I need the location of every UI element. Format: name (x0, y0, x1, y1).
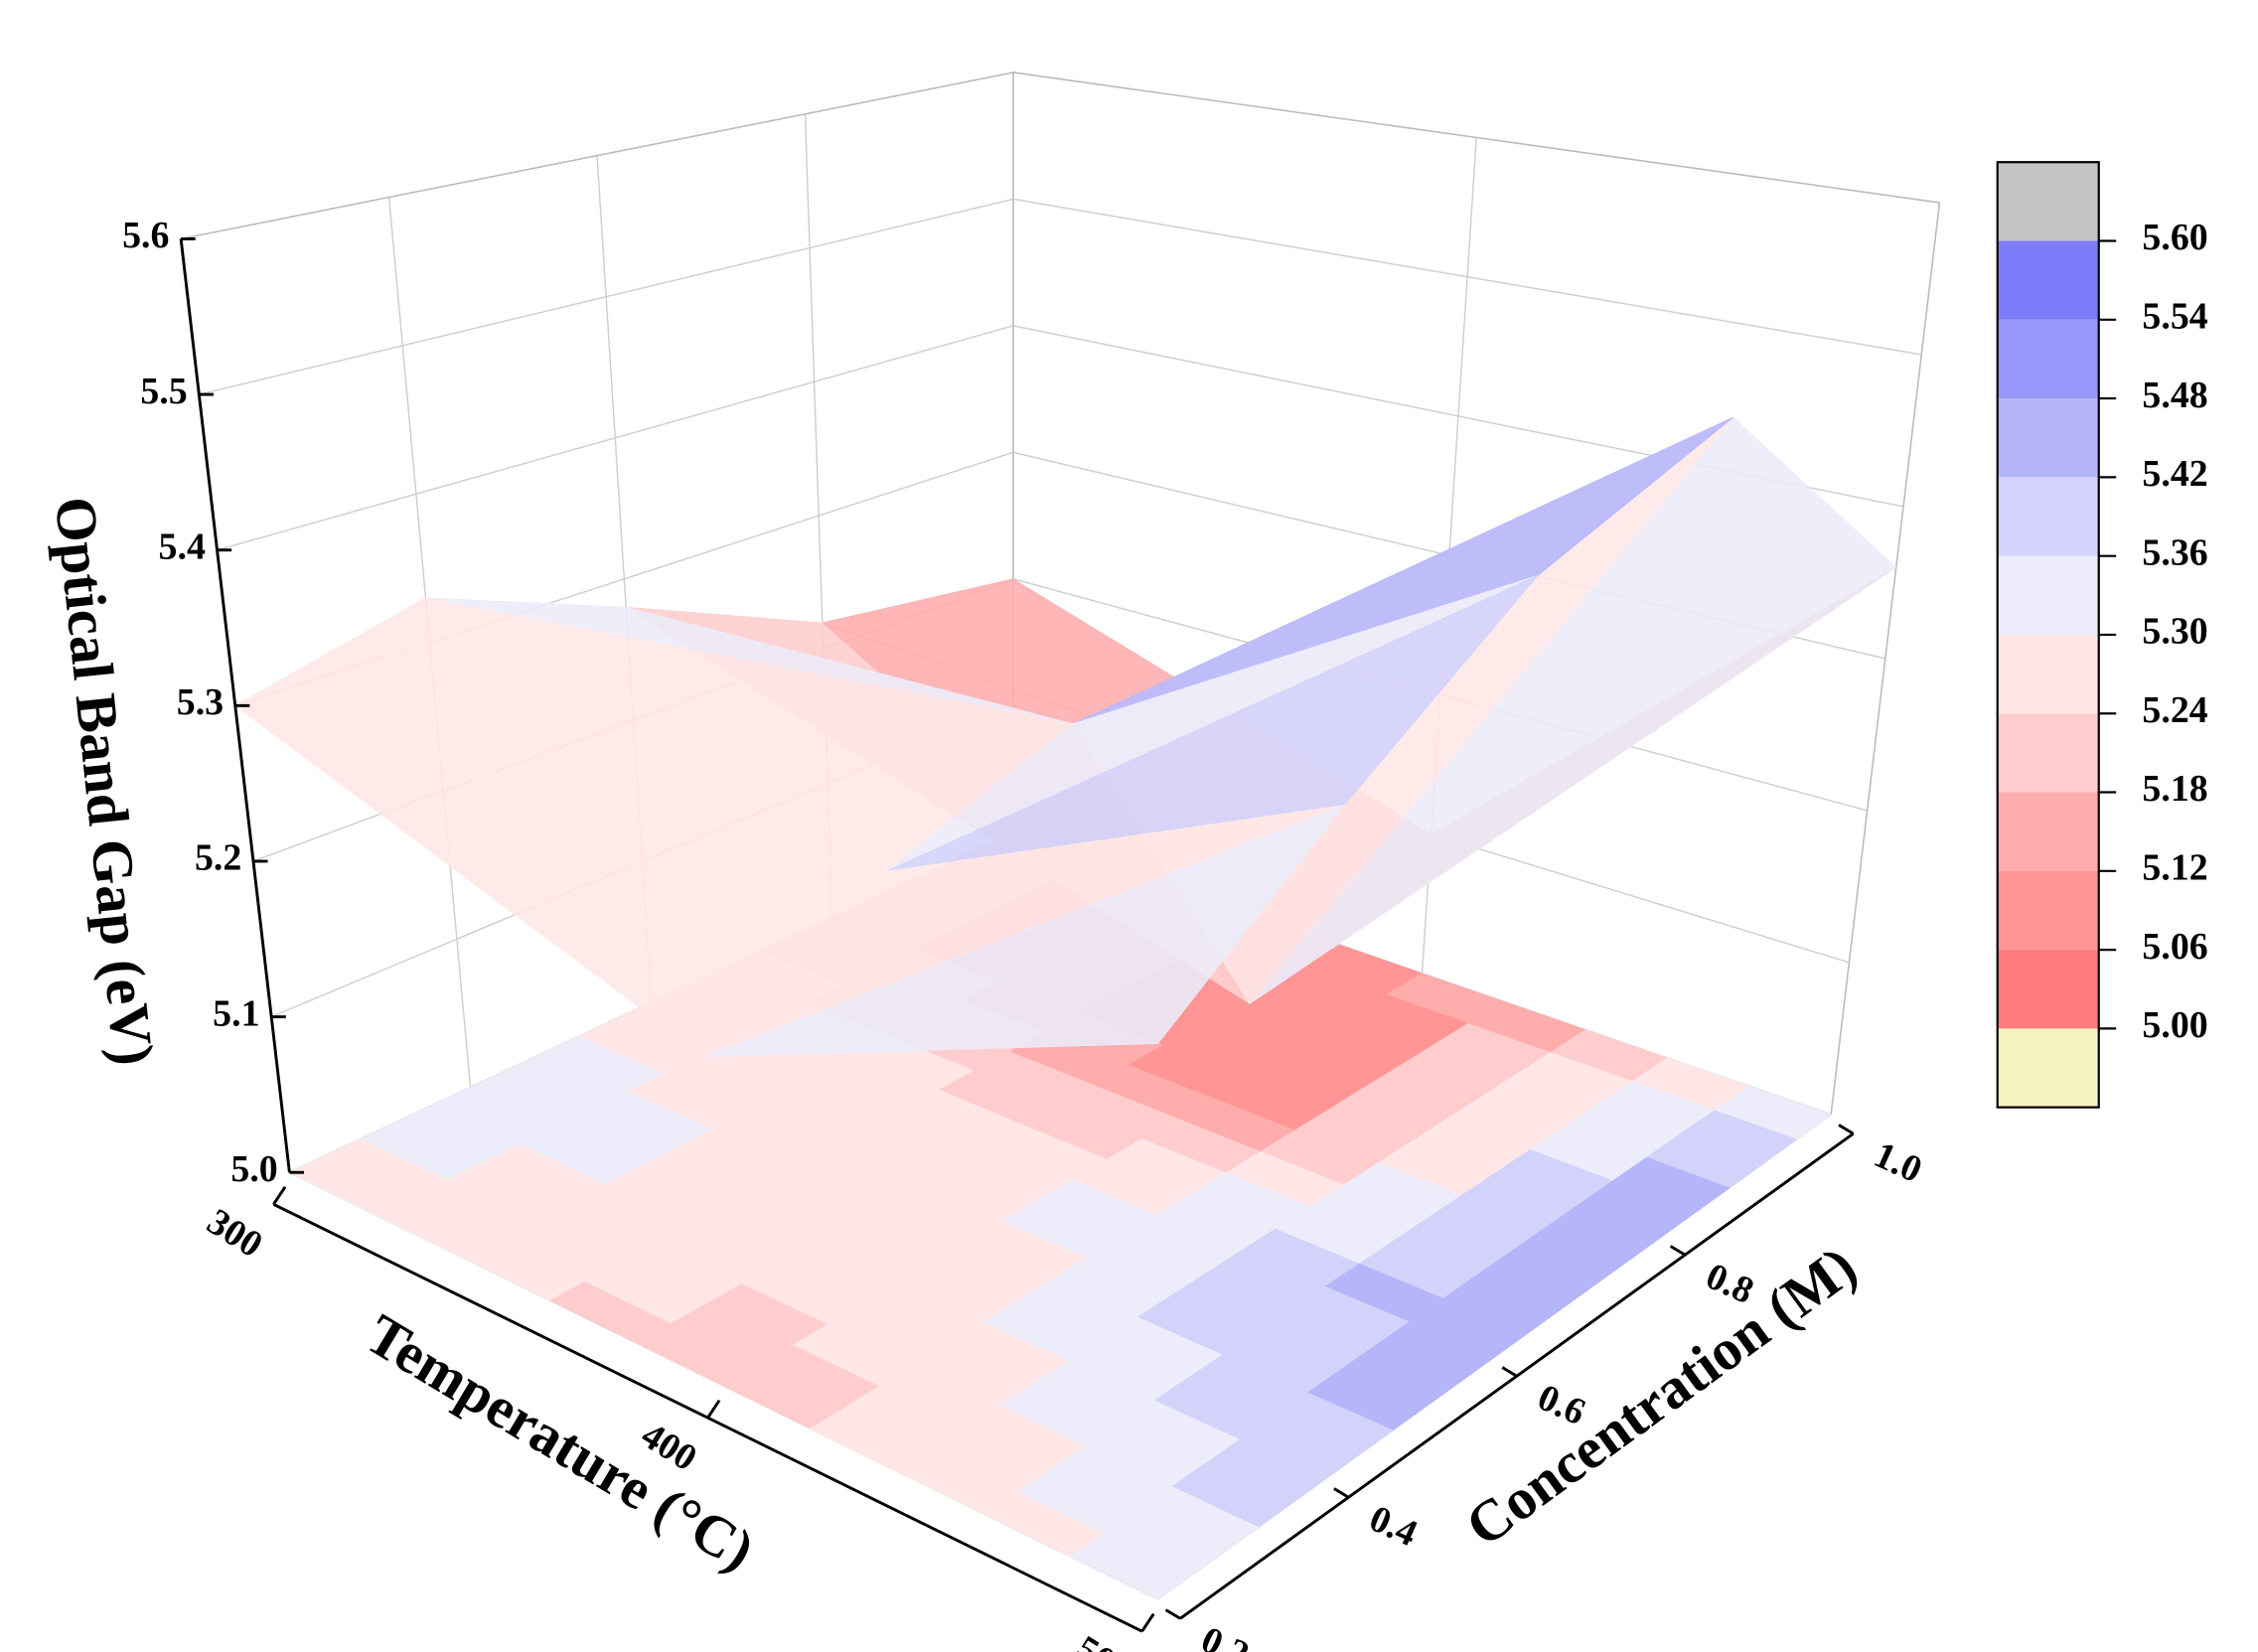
y-tick (1164, 1608, 1181, 1620)
colorbar-band (1997, 950, 2099, 1029)
colorbar-band (1997, 319, 2099, 399)
colorbar-label: 5.60 (2142, 217, 2207, 258)
colorbar-band (1997, 634, 2099, 714)
colorbar-band (1997, 477, 2099, 556)
colorbar-label: 5.36 (2142, 531, 2207, 573)
y-tick (1669, 1245, 1686, 1257)
colorbar: 5.00 5.06 5.12 5.18 5.24 5.30 5.36 5.42 5.48 5.54… (1996, 161, 2208, 1109)
box-edge (1830, 202, 1941, 1116)
x-tick-label: 500 (1068, 1628, 1137, 1652)
colorbar-label: 5.12 (2142, 847, 2207, 889)
colorbar-band (1997, 240, 2099, 320)
z-tick-label: 5.4 (159, 526, 206, 567)
colorbar-label: 5.42 (2142, 453, 2207, 495)
colorbar-band (1997, 870, 2099, 951)
z-tick-label: 5.5 (140, 371, 187, 412)
x-tick-label: 300 (200, 1201, 269, 1267)
colorbar-band (1997, 713, 2099, 793)
y-tick (1333, 1487, 1350, 1499)
x-tick (1140, 1612, 1155, 1632)
colorbar-band (1997, 162, 2099, 241)
box-edge (180, 72, 1014, 240)
y-tick (1501, 1366, 1518, 1378)
z-tick-label: 5.1 (213, 992, 259, 1034)
z-tick-label: 5.3 (177, 681, 224, 723)
floor-patch (1714, 1086, 1833, 1139)
colorbar-band (1997, 555, 2099, 635)
x-tick (272, 1186, 287, 1206)
y-tick-label: 1.0 (1869, 1133, 1928, 1191)
colorbar-label: 5.30 (2142, 611, 2207, 653)
y-tick (1838, 1124, 1855, 1135)
colorbar-band (1997, 1028, 2099, 1108)
colorbar-label: 5.18 (2142, 768, 2207, 810)
colorbar-band (1997, 792, 2099, 871)
colorbar-band (1997, 398, 2099, 478)
box-edge (1012, 72, 1940, 204)
colorbar-label: 5.54 (2142, 295, 2207, 337)
colorbar-label: 5.24 (2142, 689, 2207, 731)
z-tick-label: 5.6 (122, 215, 169, 256)
colorbar-label: 5.06 (2142, 926, 2207, 968)
colorbar-label: 5.48 (2142, 375, 2207, 416)
y-tick-label: 0.2 (1195, 1619, 1255, 1652)
z-tick-label: 5.0 (230, 1148, 277, 1190)
surface (233, 416, 1897, 1058)
colorbar-label: 5.00 (2142, 1004, 2207, 1046)
x-tick (706, 1399, 721, 1420)
z-axis-title: Optical Band Gap (eV) (43, 494, 167, 1068)
y-tick-label: 0.4 (1363, 1497, 1423, 1555)
z-tick-label: 5.2 (195, 837, 241, 879)
surface-facet (705, 804, 1346, 1058)
